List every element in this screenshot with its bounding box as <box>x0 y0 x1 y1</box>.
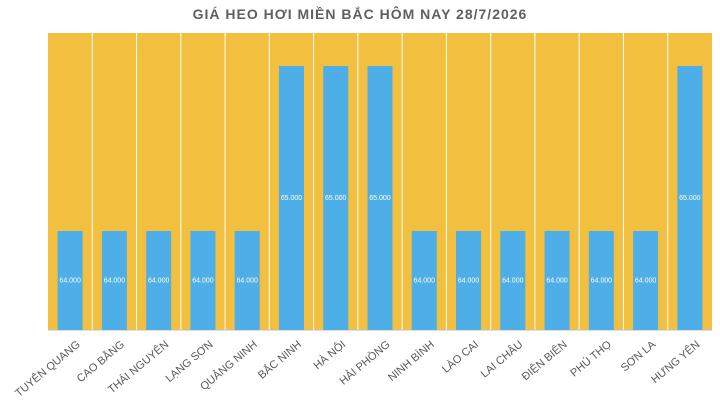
bar <box>57 231 83 330</box>
bar <box>500 231 526 330</box>
bar <box>146 231 172 330</box>
category-label: NINH BÌNH <box>385 338 436 384</box>
bar <box>633 231 659 330</box>
category-label: TUYÊN QUANG <box>13 338 83 400</box>
category-label: HÀ NỘI <box>311 338 348 372</box>
bar <box>278 66 304 330</box>
data-label: 64.000 <box>546 278 568 285</box>
data-label: 64.000 <box>192 278 214 285</box>
bar <box>234 231 260 330</box>
bar <box>323 66 349 330</box>
data-label: 64.000 <box>148 278 170 285</box>
data-label: 65.000 <box>281 195 303 202</box>
bar <box>677 66 703 330</box>
data-label: 64.000 <box>635 278 657 285</box>
data-label: 64.000 <box>236 278 258 285</box>
category-label: BẮC NINH <box>255 338 304 382</box>
data-label: 64.000 <box>502 278 524 285</box>
bar <box>456 231 482 330</box>
category-label: PHÚ THỌ <box>568 338 614 380</box>
bar <box>101 231 127 330</box>
bar <box>411 231 437 330</box>
data-label: 65.000 <box>325 195 347 202</box>
data-label: 64.000 <box>414 278 436 285</box>
bar <box>588 231 614 330</box>
data-label: 65.000 <box>369 195 391 202</box>
data-label: 64.000 <box>104 278 126 285</box>
data-label: 65.000 <box>679 195 701 202</box>
data-label: 64.000 <box>591 278 613 285</box>
chart-title: GIÁ HEO HƠI MIỀN BẮC HÔM NAY 28/7/2026 <box>192 6 528 22</box>
bar <box>544 231 570 330</box>
bar <box>367 66 393 330</box>
category-label: LÀO CAI <box>439 338 481 376</box>
category-label: SƠN LA <box>619 338 659 374</box>
data-label: 64.000 <box>458 278 480 285</box>
category-label: ĐIỆN BIÊN <box>519 338 570 383</box>
category-label: HƯNG YÊN <box>649 338 703 386</box>
category-label: LAI CHÂU <box>478 338 525 381</box>
data-label: 64.000 <box>59 278 81 285</box>
bar <box>190 231 216 330</box>
